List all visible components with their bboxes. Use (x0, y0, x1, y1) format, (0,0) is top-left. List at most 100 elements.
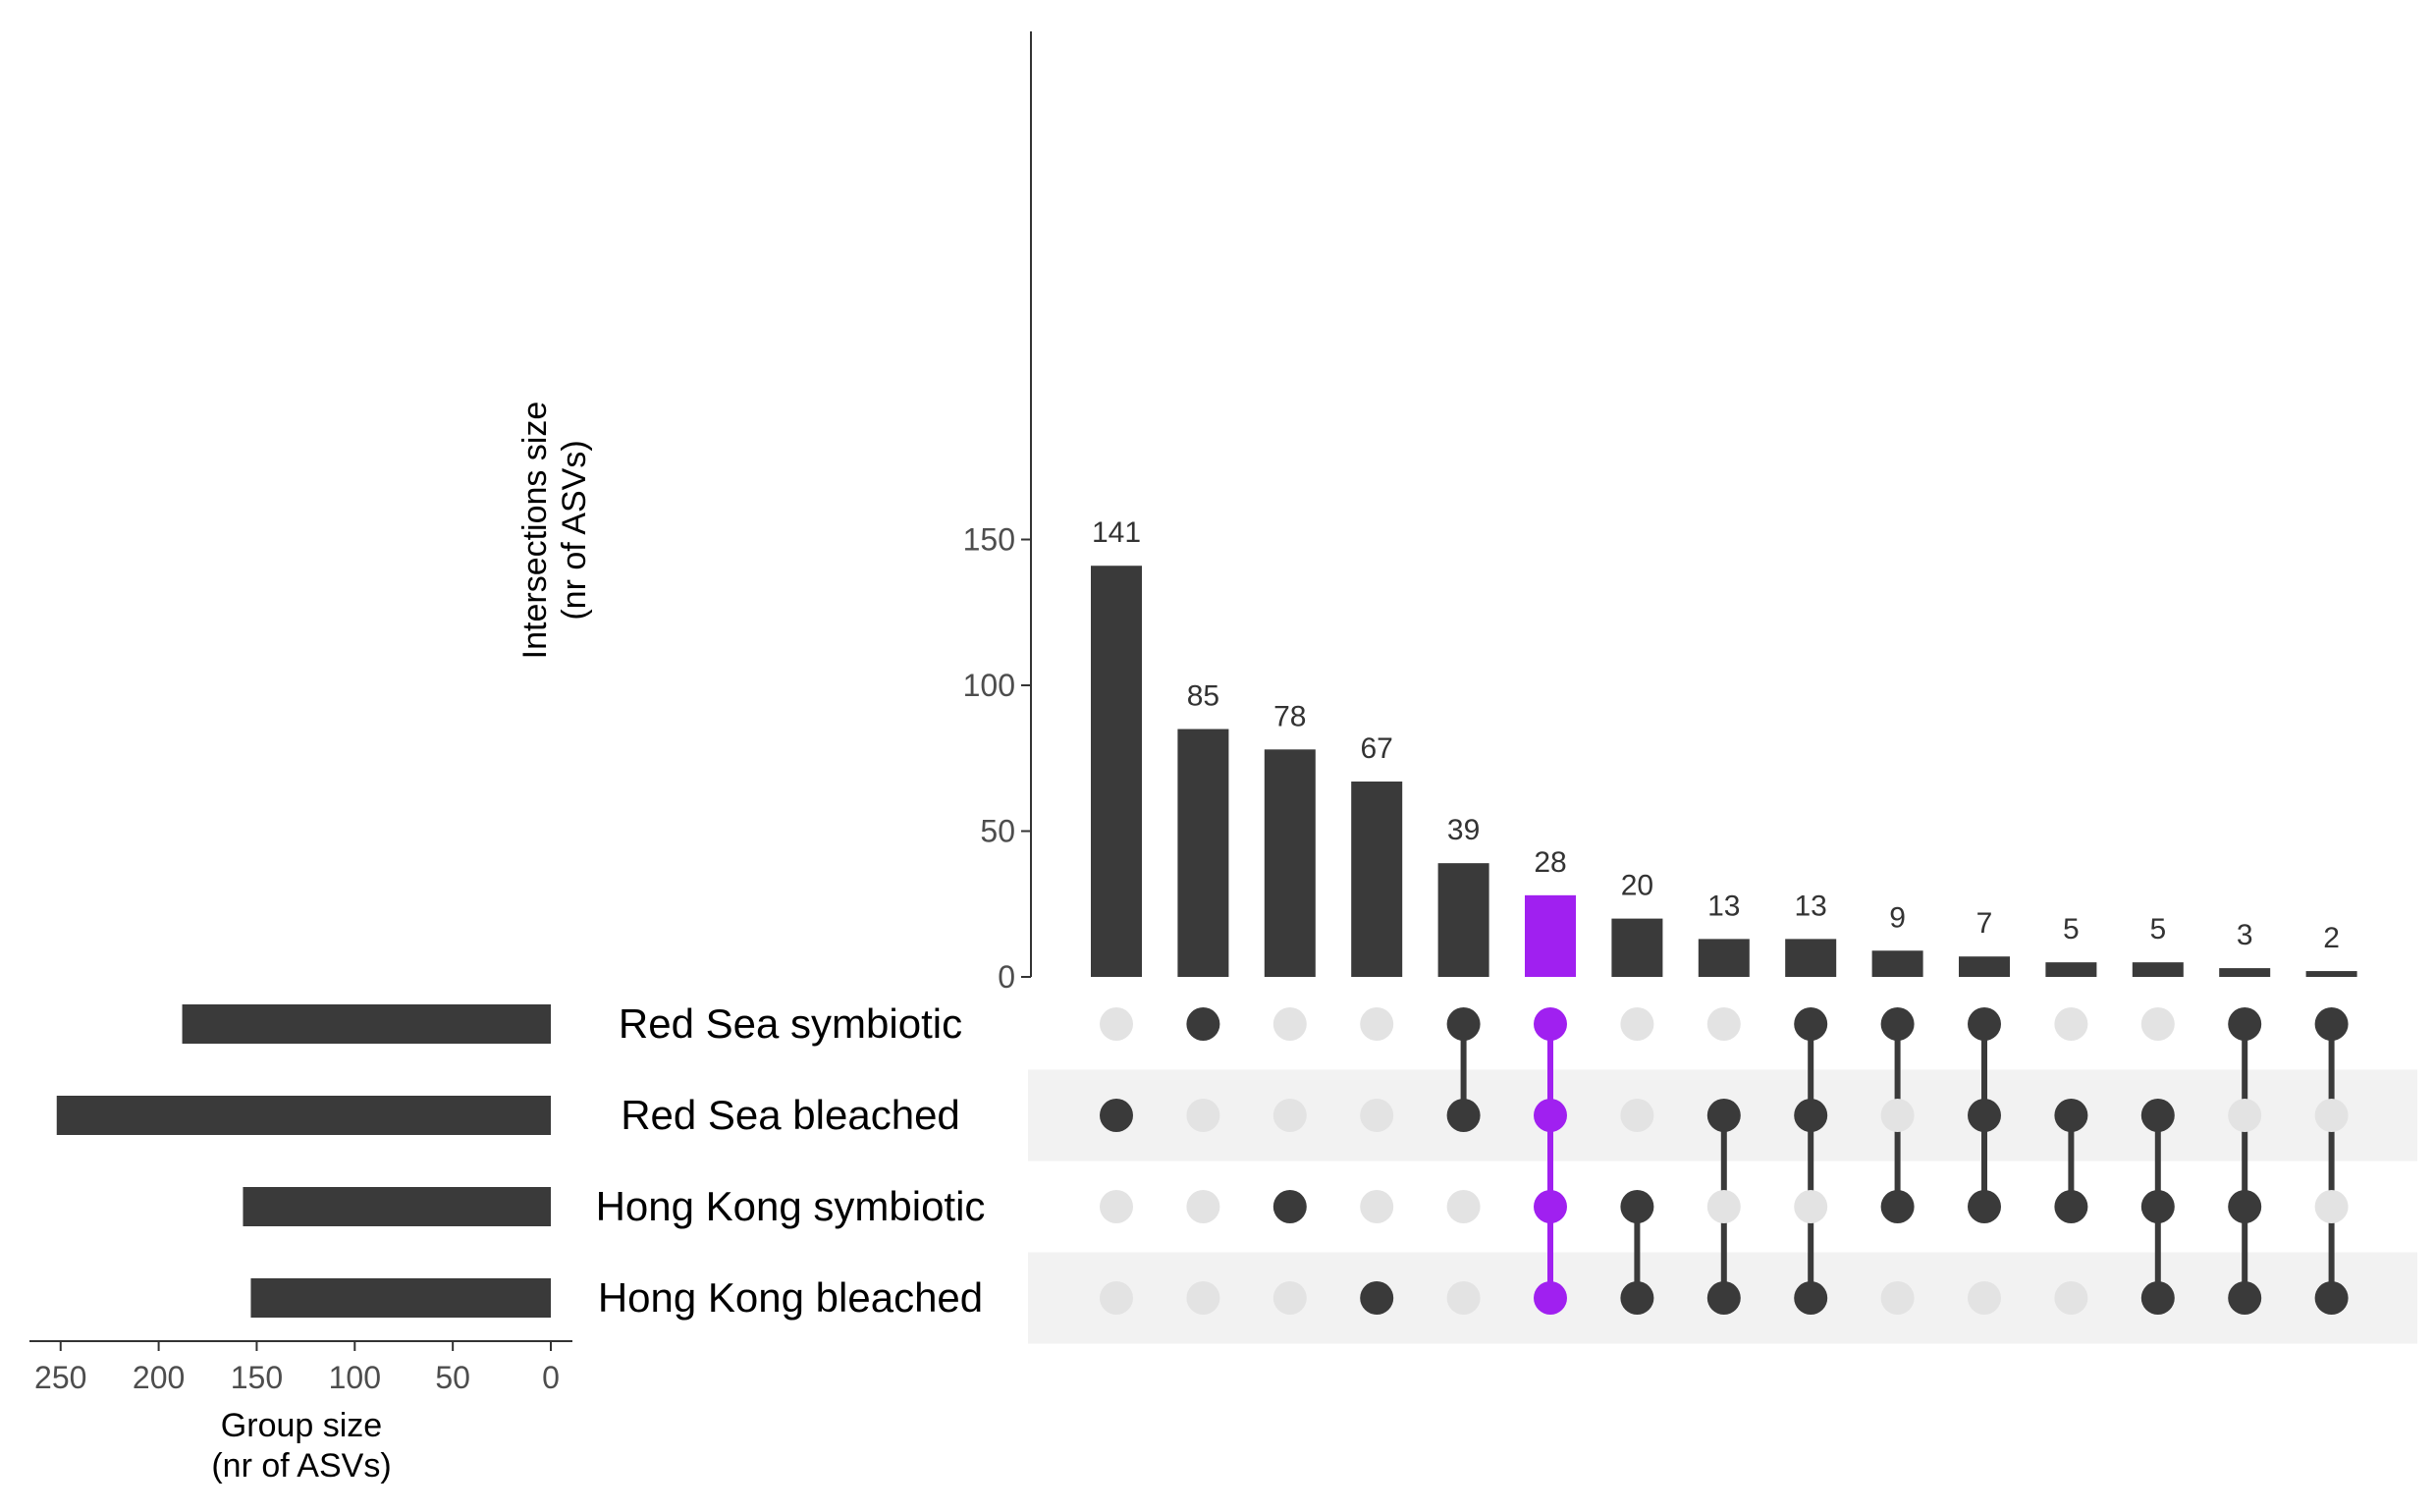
membership-dot-active (1794, 1281, 1828, 1315)
intersection-bar (1785, 939, 1837, 977)
set-label: Red Sea symbiotic (619, 1000, 962, 1047)
intersection-bars (1091, 566, 2357, 977)
intersection-y-tick-label: 50 (980, 814, 1015, 849)
set-size-bars (56, 1004, 552, 1318)
intersection-bar (1351, 782, 1403, 977)
intersection-bar-label: 7 (1976, 907, 1993, 940)
intersection-bar (1525, 894, 1576, 977)
membership-dot-active (1446, 1007, 1481, 1041)
set-labels: Red Sea symbiotic Red Sea bleached Hong Ko… (596, 1000, 986, 1321)
set-size-bar (56, 1096, 551, 1135)
membership-dot-active (1880, 1190, 1915, 1223)
membership-dot-inactive (1968, 1281, 2001, 1315)
intersection-bar-labels: 141 85 78 67 39 28 20 13 13 9 7 5 5 3 2 (1092, 516, 2340, 954)
membership-dot-active (2228, 1281, 2262, 1315)
intersection-bar-label: 20 (1621, 870, 1653, 902)
membership-dot-active (2140, 1281, 2175, 1315)
set-size-x-tick-label: 200 (133, 1360, 185, 1395)
membership-dot-inactive (1100, 1190, 1133, 1223)
intersection-bar-label: 2 (2323, 922, 2340, 954)
intersection-bar (1698, 939, 1750, 977)
intersection-bar-label: 5 (2149, 913, 2166, 945)
membership-dot-active (1794, 1099, 1828, 1132)
membership-dot-inactive (1272, 1099, 1307, 1132)
set-size-bar (182, 1004, 551, 1044)
membership-dot-active (1100, 1099, 1133, 1132)
intersection-bar-label: 67 (1361, 732, 1393, 765)
set-size-bar (243, 1187, 551, 1226)
membership-dot-inactive (2140, 1007, 2175, 1041)
set-label: Hong Kong bleached (598, 1274, 983, 1321)
intersection-bar (1264, 749, 1316, 977)
set-size-x-tick-label: 150 (231, 1360, 283, 1395)
set-size-x-tick-label: 0 (542, 1360, 560, 1395)
membership-dot-inactive (1880, 1281, 1915, 1315)
membership-dot-active (2140, 1190, 2175, 1223)
intersection-bar-label: 78 (1273, 700, 1306, 732)
intersection-y-tick-label: 0 (998, 959, 1015, 995)
intersection-bar (2219, 968, 2271, 977)
intersection-bar (1611, 918, 1663, 977)
membership-dot-active (1186, 1007, 1220, 1041)
set-size-x-axis: Group size (nr of ASVs) 250 200 150 100 50 0 (29, 1340, 572, 1485)
membership-dot-inactive (1360, 1007, 1394, 1041)
membership-dot-inactive (1186, 1190, 1220, 1223)
membership-dot-inactive (1360, 1190, 1394, 1223)
membership-dot-active (1706, 1281, 1741, 1315)
set-size-x-axis-title: Group size (221, 1407, 382, 1444)
membership-dot-inactive (2228, 1099, 2262, 1132)
set-label: Red Sea bleached (621, 1092, 960, 1138)
membership-dot-active (1272, 1190, 1307, 1223)
membership-dot-active (2140, 1099, 2175, 1132)
intersection-bar-label: 141 (1092, 516, 1141, 549)
membership-dots (1100, 1007, 2349, 1315)
membership-dot-inactive (1620, 1099, 1654, 1132)
membership-dot-active (1534, 1007, 1567, 1041)
membership-dot-active (1446, 1099, 1481, 1132)
membership-dot-inactive (1100, 1007, 1133, 1041)
membership-dot-inactive (1880, 1099, 1915, 1132)
membership-dot-active (2314, 1007, 2349, 1041)
set-size-x-tick-label: 50 (435, 1360, 470, 1395)
set-size-x-tick-label: 250 (34, 1360, 86, 1395)
intersection-bar-label: 3 (2237, 919, 2253, 951)
membership-dot-active (1794, 1007, 1828, 1041)
membership-dot-inactive (1272, 1281, 1307, 1315)
membership-dot-inactive (1360, 1099, 1394, 1132)
set-size-bar (250, 1278, 552, 1318)
membership-dot-active (1534, 1281, 1567, 1315)
membership-dot-active (1880, 1007, 1915, 1041)
membership-dot-active (1968, 1190, 2001, 1223)
membership-dot-active (1360, 1281, 1394, 1315)
membership-dot-active (2054, 1099, 2088, 1132)
membership-dot-inactive (1706, 1190, 1741, 1223)
membership-dot-active (2228, 1190, 2262, 1223)
intersection-bar (1871, 950, 1923, 977)
membership-dot-inactive (1446, 1190, 1481, 1223)
membership-dot-inactive (1186, 1281, 1220, 1315)
membership-dot-inactive (2314, 1190, 2349, 1223)
membership-dot-inactive (1446, 1281, 1481, 1315)
intersection-y-axis: Intersections size (nr of ASVs) 0 50 100 15… (516, 31, 1032, 995)
set-size-x-axis-subtitle: (nr of ASVs) (211, 1447, 391, 1485)
membership-dot-active (1534, 1099, 1567, 1132)
membership-dot-active (1968, 1007, 2001, 1041)
intersection-bar-label: 13 (1795, 890, 1827, 922)
membership-dot-inactive (1706, 1007, 1741, 1041)
membership-dot-active (2228, 1007, 2262, 1041)
intersection-bar-label: 85 (1187, 680, 1219, 713)
intersection-bar-label: 28 (1534, 846, 1566, 879)
intersection-bar (1177, 729, 1229, 977)
membership-dot-active (2054, 1190, 2088, 1223)
membership-dot-inactive (1100, 1281, 1133, 1315)
intersection-bar (1437, 863, 1489, 977)
intersection-y-tick-label: 150 (963, 522, 1015, 558)
set-size-x-tick-label: 100 (329, 1360, 381, 1395)
membership-dot-active (1620, 1281, 1654, 1315)
intersection-bar (2305, 971, 2357, 977)
set-label: Hong Kong symbiotic (596, 1183, 986, 1229)
membership-dot-inactive (1620, 1007, 1654, 1041)
intersection-y-axis-title: Intersections size (516, 402, 554, 660)
